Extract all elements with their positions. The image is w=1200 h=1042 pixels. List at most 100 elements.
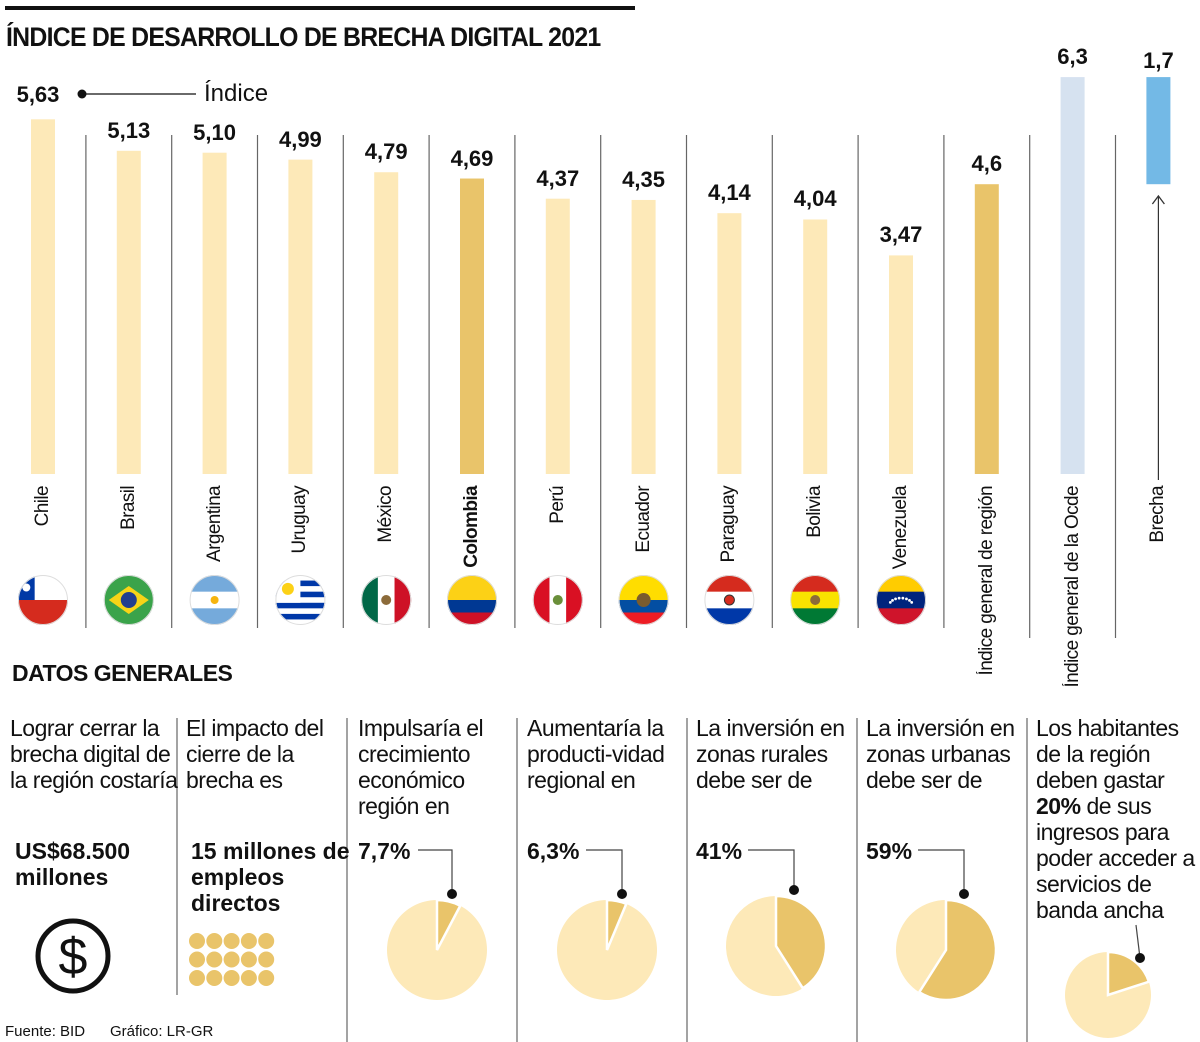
dot — [258, 951, 275, 968]
chile-flag-icon — [18, 575, 68, 625]
dot — [240, 951, 257, 968]
peru-flag-icon — [532, 575, 583, 625]
brecha-value-label: 1,7 — [1143, 48, 1174, 73]
section-title: DATOS GENERALES — [12, 660, 233, 686]
source-note: Fuente: BID — [5, 1023, 86, 1040]
dot — [223, 951, 240, 968]
brecha-bar — [1146, 77, 1171, 185]
value-label: 6,3 — [1057, 44, 1088, 70]
datos-value: 59% — [866, 838, 913, 864]
datos-value: 41% — [696, 838, 743, 864]
ecuador-flag-icon — [618, 575, 669, 625]
bar-3 — [288, 159, 313, 474]
datos-value: 6,3% — [527, 838, 580, 864]
value-label: 4,37 — [536, 165, 580, 191]
mexico-flag-icon — [361, 575, 412, 625]
pie-chart — [387, 849, 488, 1000]
pie-leader-dot — [1135, 953, 1145, 963]
pie-chart — [1064, 924, 1151, 1038]
bolivia-flag-icon — [790, 575, 841, 625]
category-label: México — [375, 486, 397, 543]
bar-1 — [116, 150, 141, 474]
bar-8 — [717, 213, 742, 474]
datos-value: 15 millones de empleos directos — [191, 838, 350, 916]
colombia-flag-icon — [447, 575, 497, 625]
pie-slice-value — [774, 894, 828, 990]
pie-leader-line — [918, 849, 965, 894]
category-label: Colombia — [461, 486, 482, 568]
title-rule — [5, 6, 635, 10]
value-label: 3,47 — [879, 222, 923, 248]
pie-chart — [725, 849, 828, 997]
datos-value: US$68.500 millones — [15, 838, 131, 890]
bar-9 — [803, 219, 828, 474]
datos-text: Aumentaría la producti-vidad regional en — [527, 715, 665, 793]
value-label: 4,04 — [793, 186, 837, 212]
datos-value: 7,7% — [358, 838, 411, 864]
value-label: 4,14 — [707, 180, 751, 206]
category-label: Chile — [32, 486, 53, 527]
pie-leader-dot — [447, 889, 457, 899]
dot — [189, 933, 205, 949]
datos-text: La inversión en zonas urbanas debe ser d… — [866, 715, 1015, 793]
dot — [189, 951, 205, 968]
category-label: Paraguay — [718, 486, 740, 563]
dot — [223, 970, 240, 986]
category-label: Índice general de la Ocde — [1061, 486, 1083, 688]
category-label: Brasil — [117, 486, 139, 530]
pie-leader-line — [1135, 924, 1141, 959]
bar-0 — [31, 119, 55, 474]
pie-slice-value — [917, 898, 998, 1002]
pie-leader-dot — [789, 885, 799, 895]
value-label: 4,35 — [622, 166, 665, 192]
bar-5 — [460, 178, 484, 474]
legend-label: Índice — [204, 80, 269, 107]
pie-leader-line — [418, 849, 453, 894]
datos-text: Los habitantes de la región deben gastar… — [1036, 715, 1196, 923]
dot — [206, 970, 223, 986]
dot — [240, 970, 257, 986]
datos-text: Impulsaría el crecimiento económico regi… — [358, 715, 484, 819]
datos-text-pre: Los habitantes de la región deben gastar — [1036, 715, 1179, 793]
dot — [240, 933, 257, 949]
dot — [223, 933, 240, 949]
value-label: 4,79 — [364, 139, 408, 165]
value-label: 4,6 — [971, 151, 1003, 177]
category-label: Bolivia — [804, 486, 826, 538]
dot — [189, 970, 205, 986]
credit-note: Gráfico: LR-GR — [110, 1023, 214, 1040]
dot — [206, 933, 223, 949]
dot — [206, 951, 223, 968]
datos-text: La inversión en zonas rurales debe ser d… — [696, 715, 845, 793]
dot — [258, 970, 275, 986]
pie-slice-value — [1106, 950, 1151, 997]
value-label: 4,69 — [450, 145, 494, 171]
datos-value: 20% — [1036, 793, 1081, 819]
paraguay-flag-icon — [704, 575, 755, 625]
dots-icon — [189, 933, 275, 986]
category-label: Perú — [546, 486, 568, 524]
svg-text:$: $ — [59, 928, 88, 986]
category-label: Uruguay — [289, 486, 311, 554]
pie-slice-value — [435, 898, 462, 951]
bar-11 — [974, 184, 999, 474]
pie-leader-line — [586, 849, 623, 894]
value-label: 5,10 — [193, 119, 236, 145]
category-label: Índice general de región — [975, 486, 997, 676]
bar-12 — [1060, 77, 1085, 474]
value-label: 5,63 — [16, 82, 60, 107]
pie-chart — [896, 849, 998, 1002]
pie-slice-rest — [725, 896, 803, 997]
uruguay-flag-icon — [275, 575, 326, 625]
bar-10 — [889, 255, 913, 474]
brecha-label: Brecha — [1147, 486, 1169, 543]
bar-2 — [202, 152, 227, 474]
datos-text-post: de sus ingresos para poder acceder a ser… — [1036, 793, 1195, 923]
category-label: Ecuador — [632, 486, 654, 553]
pie-slice-value — [605, 898, 628, 951]
pie-leader-dot — [617, 889, 627, 899]
dollar-icon: $ — [35, 918, 111, 994]
bar-7 — [631, 199, 656, 474]
datos-text: El impacto del cierre de la brecha es — [186, 715, 324, 793]
